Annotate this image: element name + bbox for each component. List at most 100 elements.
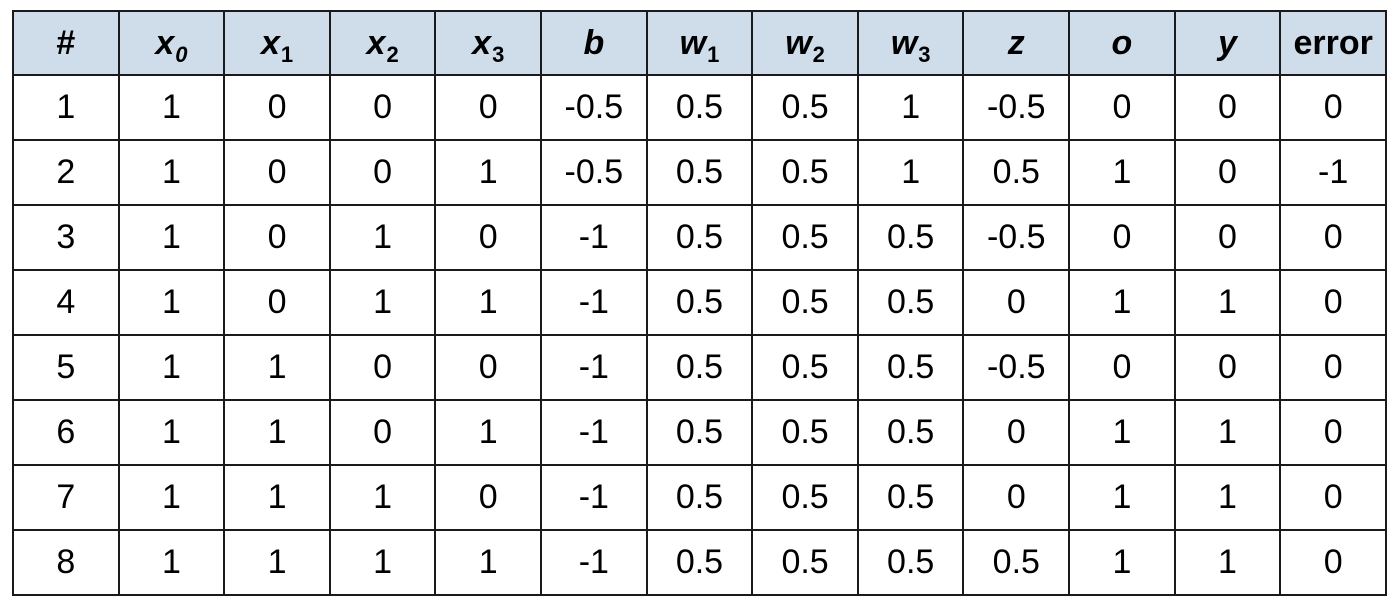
cell-error: 0 — [1279, 334, 1387, 401]
cell-b: -1 — [540, 399, 648, 466]
cell-x3: 1 — [434, 139, 543, 206]
cell-w3: 0.5 — [856, 334, 965, 401]
cell-x3: 0 — [434, 464, 543, 531]
cell-x2: 0 — [328, 334, 437, 401]
cell-w1: 0.5 — [645, 204, 754, 271]
cell-x0: 1 — [117, 334, 226, 401]
table-row: 1 1 0 0 0 -0.5 0.5 0.5 1 -0.5 0 0 0 — [12, 74, 1387, 141]
header-label: # — [56, 23, 76, 62]
header-subscript: 2 — [812, 41, 825, 67]
cell-b: -1 — [540, 334, 648, 401]
cell-x2: 1 — [328, 529, 437, 596]
cell-o: 1 — [1068, 269, 1176, 336]
table-row: 8 1 1 1 1 -1 0.5 0.5 0.5 0.5 1 1 0 — [12, 529, 1387, 596]
cell-w1: 0.5 — [645, 74, 754, 141]
table-row: 3 1 0 1 0 -1 0.5 0.5 0.5 -0.5 0 0 0 — [12, 204, 1387, 271]
cell-b: -1 — [540, 269, 648, 336]
cell-w2: 0.5 — [751, 139, 859, 206]
col-header-error: error — [1279, 10, 1387, 76]
table-body: 1 1 0 0 0 -0.5 0.5 0.5 1 -0.5 0 0 0 2 1 … — [12, 74, 1387, 596]
cell-w2: 0.5 — [751, 269, 859, 336]
col-header-o: o — [1068, 10, 1176, 76]
cell-y: 1 — [1173, 464, 1282, 531]
col-header-z: z — [962, 10, 1071, 76]
header-subscript: 3 — [492, 41, 505, 67]
col-header-x0: x0 — [117, 10, 226, 76]
cell-error: -1 — [1279, 139, 1387, 206]
header-label: w — [679, 23, 707, 62]
cell-w2: 0.5 — [751, 334, 859, 401]
cell-index: 6 — [12, 399, 120, 466]
cell-y: 0 — [1173, 204, 1282, 271]
cell-o: 0 — [1068, 204, 1176, 271]
cell-index: 4 — [12, 269, 120, 336]
header-subscript: 3 — [918, 41, 931, 67]
cell-x0: 1 — [117, 464, 226, 531]
header-subscript: 1 — [707, 41, 720, 67]
cell-x1: 1 — [223, 334, 331, 401]
cell-z: 0 — [962, 269, 1071, 336]
table-row: 6 1 1 0 1 -1 0.5 0.5 0.5 0 1 1 0 — [12, 399, 1387, 466]
cell-w3: 1 — [856, 74, 965, 141]
cell-y: 1 — [1173, 399, 1282, 466]
cell-index: 3 — [12, 204, 120, 271]
cell-z: -0.5 — [962, 204, 1071, 271]
col-header-b: b — [540, 10, 648, 76]
cell-x1: 1 — [223, 529, 331, 596]
cell-index: 2 — [12, 139, 120, 206]
header-label: w — [890, 23, 918, 62]
header-label: x — [366, 23, 386, 62]
cell-x2: 0 — [328, 74, 437, 141]
cell-x1: 0 — [223, 74, 331, 141]
cell-x0: 1 — [117, 139, 226, 206]
cell-x0: 1 — [117, 204, 226, 271]
cell-b: -0.5 — [540, 74, 648, 141]
cell-w1: 0.5 — [645, 269, 754, 336]
cell-error: 0 — [1279, 269, 1387, 336]
cell-x1: 1 — [223, 464, 331, 531]
cell-x2: 0 — [328, 399, 437, 466]
cell-o: 1 — [1068, 139, 1176, 206]
cell-x0: 1 — [117, 529, 226, 596]
cell-error: 0 — [1279, 464, 1387, 531]
col-header-x3: x3 — [434, 10, 543, 76]
table-row: 7 1 1 1 0 -1 0.5 0.5 0.5 0 1 1 0 — [12, 464, 1387, 531]
cell-x2: 1 — [328, 269, 437, 336]
cell-x3: 0 — [434, 74, 543, 141]
cell-y: 0 — [1173, 139, 1282, 206]
cell-x1: 0 — [223, 269, 331, 336]
header-row: # x0 x1 x2 x3 b w1 w2 w3 z o y error — [12, 10, 1387, 76]
cell-index: 8 — [12, 529, 120, 596]
cell-z: 0.5 — [962, 529, 1071, 596]
cell-z: -0.5 — [962, 74, 1071, 141]
cell-x0: 1 — [117, 269, 226, 336]
cell-z: 0.5 — [962, 139, 1071, 206]
cell-w1: 0.5 — [645, 529, 754, 596]
cell-o: 0 — [1068, 74, 1176, 141]
cell-error: 0 — [1279, 529, 1387, 596]
cell-error: 0 — [1279, 74, 1387, 141]
header-label: w — [785, 23, 812, 62]
cell-b: -1 — [540, 204, 648, 271]
cell-index: 7 — [12, 464, 120, 531]
table-header: # x0 x1 x2 x3 b w1 w2 w3 z o y error — [12, 10, 1387, 76]
cell-b: -0.5 — [540, 139, 648, 206]
cell-w3: 1 — [856, 139, 965, 206]
cell-b: -1 — [540, 529, 648, 596]
table-row: 5 1 1 0 0 -1 0.5 0.5 0.5 -0.5 0 0 0 — [12, 334, 1387, 401]
perceptron-training-table: # x0 x1 x2 x3 b w1 w2 w3 z o y error 1 1… — [12, 10, 1387, 596]
cell-index: 5 — [12, 334, 120, 401]
cell-o: 1 — [1068, 464, 1176, 531]
cell-w1: 0.5 — [645, 139, 754, 206]
cell-w2: 0.5 — [751, 529, 859, 596]
header-label: x — [260, 23, 280, 62]
cell-error: 0 — [1279, 399, 1387, 466]
cell-w1: 0.5 — [645, 464, 754, 531]
cell-x3: 0 — [434, 204, 543, 271]
cell-o: 0 — [1068, 334, 1176, 401]
cell-w3: 0.5 — [856, 464, 965, 531]
cell-b: -1 — [540, 464, 648, 531]
header-subscript: 1 — [280, 41, 294, 67]
cell-index: 1 — [12, 74, 120, 141]
cell-w2: 0.5 — [751, 399, 859, 466]
